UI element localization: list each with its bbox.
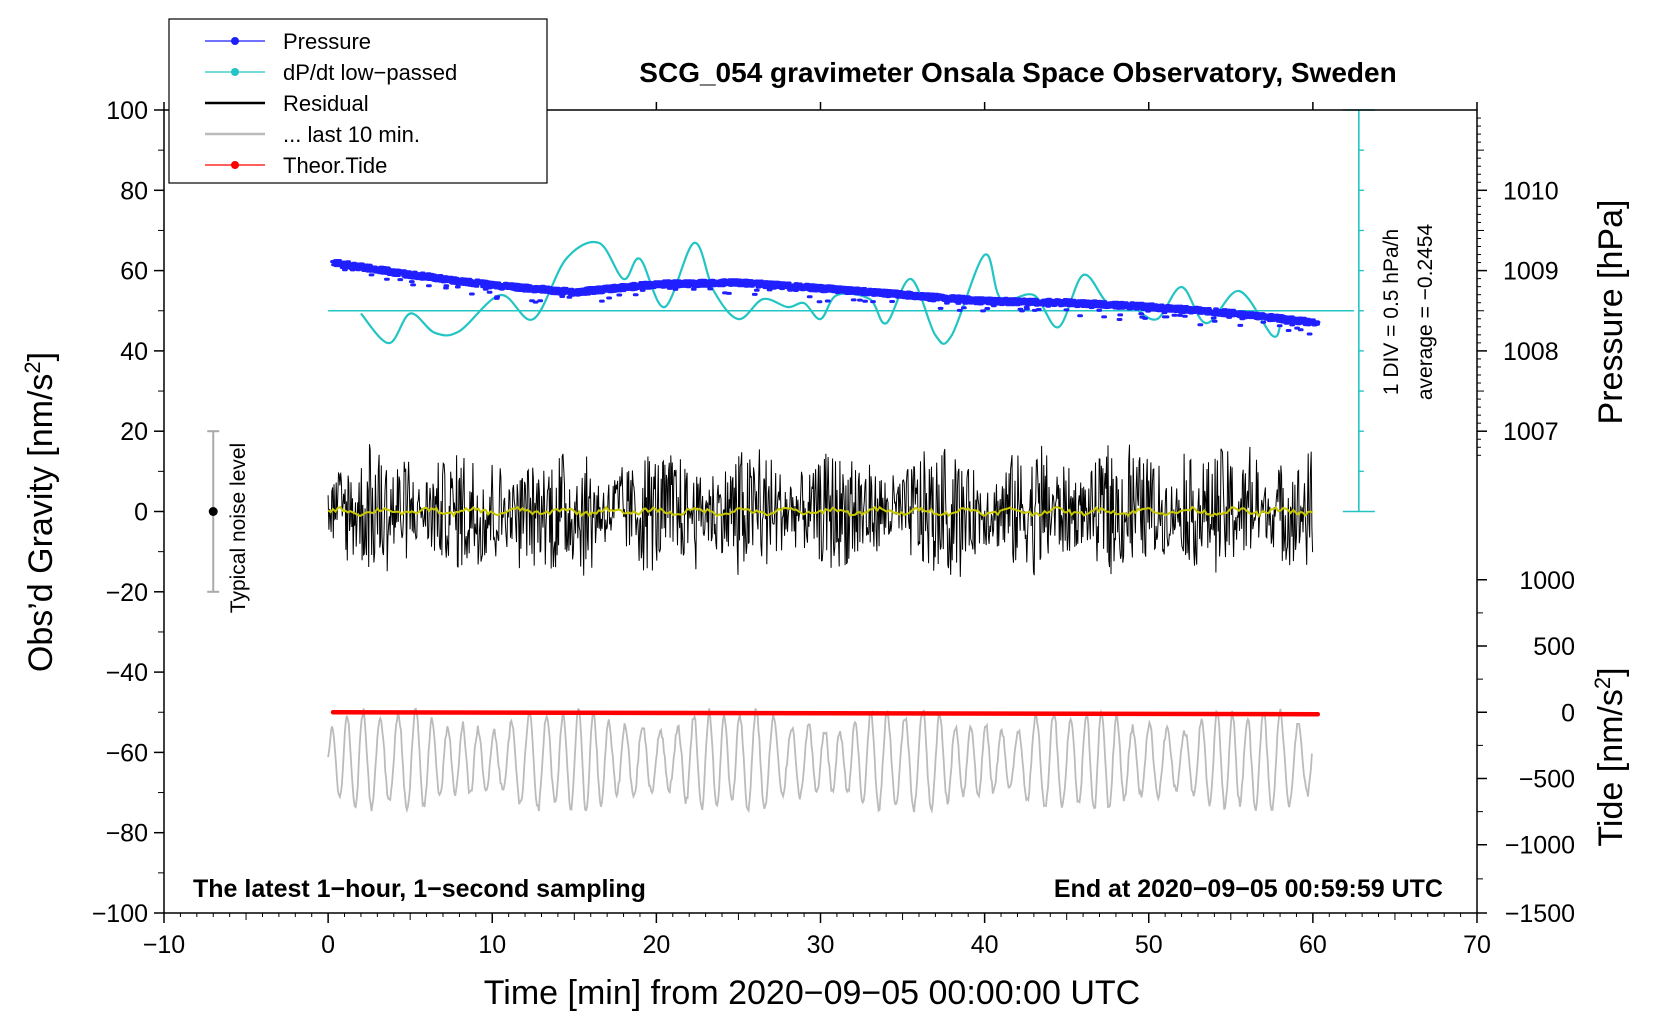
y-tick-label: 40	[120, 338, 148, 366]
legend-item: dP/dt low−passed	[205, 60, 457, 85]
tide-tick-label: −1000	[1505, 832, 1575, 860]
y-tick-label: 0	[134, 499, 148, 527]
y-tick-label: 80	[120, 177, 148, 205]
legend-item: ... last 10 min.	[205, 122, 420, 147]
last10-series	[327, 707, 1313, 814]
pressure-tick-label: 1009	[1503, 258, 1559, 286]
y-tick-label: −60	[106, 739, 148, 767]
pressure-tick-label: 1007	[1503, 418, 1559, 446]
x-tick-label: 60	[1299, 931, 1327, 959]
x-tick-label: 30	[807, 931, 835, 959]
y-axis-ticks: 100 80 60 40 20 0 −20 −40 −60 −80 −100	[92, 97, 164, 928]
y-tick-label: −80	[106, 820, 148, 848]
tide-axis-ticks: 1000 500 0 −500 −1000 −1500	[1477, 567, 1575, 928]
residual-smoothed-series	[327, 505, 1314, 519]
residual-series	[327, 444, 1314, 577]
tide-tick-label: 0	[1561, 699, 1575, 727]
y-axis-title: Obs’d Gravity [nm/s2]	[20, 352, 60, 672]
residual-smoothed-line	[327, 505, 1314, 519]
pressure-axis-ticks: 1010 1009 1008 1007	[1477, 117, 1559, 456]
noise-level-label: Typical noise level	[227, 443, 250, 613]
legend-swatch-dot	[231, 37, 239, 45]
last10-line	[327, 707, 1313, 814]
y-tick-label: 60	[120, 258, 148, 286]
x-tick-label: 50	[1135, 931, 1163, 959]
legend-item: Pressure	[205, 29, 371, 54]
tide-axis-title: Tide [nm/s2]	[1590, 667, 1630, 846]
dpdt-line	[360, 240, 1281, 345]
tide-axis-title-end: ]	[1592, 667, 1630, 676]
legend-item: Theor.Tide	[205, 153, 387, 178]
tide-axis-title-main: Tide [nm/s	[1592, 689, 1630, 846]
legend-label: dP/dt low−passed	[283, 60, 457, 85]
legend-box	[168, 18, 548, 184]
tide-tick-label: 1000	[1519, 567, 1575, 595]
x-tick-label: 10	[478, 931, 506, 959]
dpdt-scale-bar	[1342, 109, 1375, 513]
tide-tick-label: −1500	[1505, 900, 1575, 928]
x-tick-label: 20	[642, 931, 670, 959]
noise-level-bar	[207, 430, 220, 593]
legend-swatch-dot	[231, 68, 239, 76]
y-axis-title-sup: 2	[20, 361, 45, 373]
pressure-tick-label: 1010	[1503, 177, 1559, 205]
y-tick-label: 20	[120, 418, 148, 446]
x-axis-title: Time [min] from 2020−09−05 00:00:00 UTC	[484, 974, 1140, 1012]
chart-title: SCG_054 gravimeter Onsala Space Observat…	[639, 57, 1396, 88]
y-tick-label: −100	[92, 900, 148, 928]
y-axis-title-main: Obs’d Gravity [nm/s	[22, 374, 60, 673]
pressure-line	[332, 262, 1318, 324]
y-axis-title-end: ]	[22, 352, 60, 361]
tide-tick-label: −500	[1519, 765, 1575, 793]
note-end-time: End at 2020−09−05 00:59:59 UTC	[1054, 875, 1443, 903]
x-tick-label: −10	[143, 931, 185, 959]
pressure-points	[330, 259, 1321, 336]
x-tick-label: 40	[971, 931, 999, 959]
dpdt-div-label: 1 DIV = 0.5 hPa/h	[1380, 229, 1403, 395]
legend-label: Pressure	[283, 29, 371, 54]
y-tick-label: −20	[106, 579, 148, 607]
legend-label: ... last 10 min.	[283, 122, 420, 147]
pressure-series	[330, 259, 1321, 336]
tide-tick-label: 500	[1533, 633, 1575, 661]
theoretical-tide-series	[330, 710, 1321, 717]
y-tick-label: 100	[106, 97, 148, 125]
note-latest-hour: The latest 1−hour, 1−second sampling	[193, 875, 646, 903]
y-tick-label: −40	[106, 659, 148, 687]
x-tick-label: 70	[1463, 931, 1491, 959]
legend-label: Residual	[283, 91, 369, 116]
x-tick-label: 0	[321, 931, 335, 959]
dpdt-average-label: average = −0.2454	[1414, 224, 1437, 401]
pressure-axis-title: Pressure [hPa]	[1592, 200, 1630, 425]
legend-label: Theor.Tide	[283, 153, 387, 178]
tide-axis-title-sup: 2	[1590, 677, 1615, 689]
legend-item: Residual	[205, 91, 369, 116]
x-axis-ticks: −10 0 10 20 30 40 50 60 70	[143, 102, 1491, 959]
tide-line	[330, 710, 1321, 717]
legend-swatch-dot	[231, 161, 239, 169]
residual-line	[327, 444, 1314, 577]
pressure-tick-label: 1008	[1503, 338, 1559, 366]
noise-bar-center	[208, 507, 218, 516]
legend: Pressure dP/dt low−passed Residual ... last…	[168, 18, 548, 184]
